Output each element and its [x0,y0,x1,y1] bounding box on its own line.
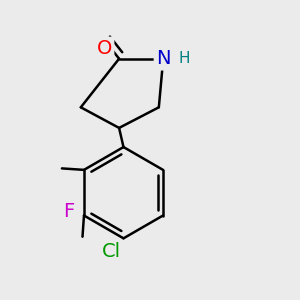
Text: Cl: Cl [102,242,121,261]
Text: H: H [178,51,190,66]
Text: F: F [63,202,75,221]
Text: O: O [97,39,112,58]
Text: N: N [156,49,170,68]
